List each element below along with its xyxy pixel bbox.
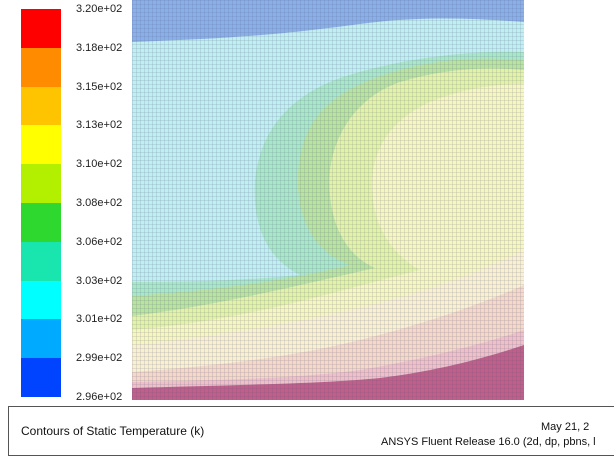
legend-swatch	[21, 47, 61, 87]
legend-tick-label: 3.10e+02	[76, 158, 123, 171]
plot-date: May 21, 2	[541, 421, 590, 433]
legend-tick-label: 3.13e+02	[76, 119, 123, 132]
legend-swatch	[21, 86, 61, 126]
software-release-label: ANSYS Fluent Release 16.0 (2d, dp, pbns,…	[381, 436, 596, 448]
contour-plot[interactable]	[0, 0, 614, 400]
caption-box: Contours of Static Temperature (k) May 2…	[8, 406, 614, 456]
legend-tick-label: 3.18e+02	[76, 41, 123, 54]
legend-tick-label: 3.01e+02	[76, 313, 123, 326]
colormap-tick-labels: 3.20e+02 3.18e+02 3.15e+02 3.13e+02 3.10e+02…	[76, 0, 132, 403]
legend-swatch	[21, 125, 61, 165]
plot-caption-title: Contours of Static Temperature (k)	[21, 424, 205, 438]
mesh-grid	[132, 0, 524, 400]
legend-tick-label: 3.20e+02	[76, 3, 123, 15]
legend-tick-label: 3.08e+02	[76, 197, 123, 209]
legend-swatch	[21, 280, 61, 320]
legend-swatch	[21, 241, 61, 281]
legend-swatch	[21, 202, 61, 242]
legend-tick-label: 2.99e+02	[76, 352, 123, 365]
legend-swatch	[21, 319, 61, 359]
colormap-legend	[21, 9, 61, 397]
legend-swatch	[21, 9, 61, 48]
legend-swatch	[21, 358, 61, 397]
legend-swatch	[21, 164, 61, 203]
legend-tick-label: 2.96e+02	[76, 391, 123, 403]
legend-tick-label: 3.15e+02	[76, 80, 123, 93]
legend-tick-label: 3.06e+02	[76, 235, 123, 248]
legend-tick-label: 3.03e+02	[76, 274, 123, 287]
